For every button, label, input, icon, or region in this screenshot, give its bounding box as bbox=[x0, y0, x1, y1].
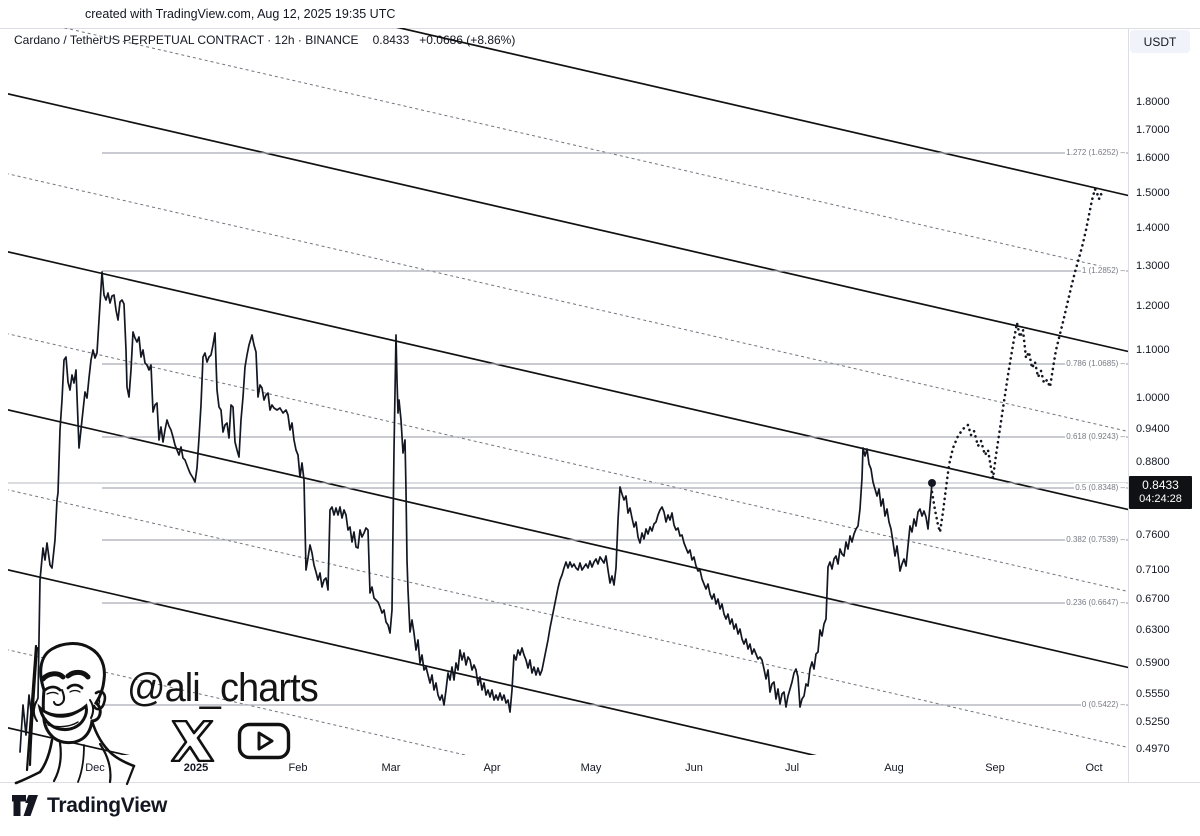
time-scale-label: Jun bbox=[685, 762, 703, 774]
price-scale-label: 0.6300 bbox=[1136, 624, 1170, 636]
price-scale-label: 1.7000 bbox=[1136, 124, 1170, 136]
fib-level-label: 1 (1.2852) – bbox=[1080, 266, 1126, 275]
price-scale-label: 1.2000 bbox=[1136, 300, 1170, 312]
price-scale-label: 0.4970 bbox=[1136, 743, 1170, 755]
time-scale-label: Mar bbox=[381, 762, 401, 774]
channel-line-solid bbox=[396, 28, 1128, 197]
fib-level-label: 0.5 (0.8348) – bbox=[1074, 483, 1126, 492]
channel-line-solid bbox=[8, 250, 1128, 511]
fib-level-label: 1.272 (1.6252) – bbox=[1065, 148, 1126, 157]
youtube-logo-icon bbox=[237, 722, 291, 760]
chart-top-border bbox=[0, 28, 1200, 29]
currency-toggle-button[interactable]: USDT bbox=[1130, 30, 1190, 53]
last-price-badge: 0.8433 04:24:28 bbox=[1129, 476, 1192, 509]
price-scale-label: 0.5900 bbox=[1136, 657, 1170, 669]
price-axis-separator bbox=[1128, 28, 1129, 782]
legend-last-price: 0.8433 bbox=[372, 33, 410, 47]
price-scale-label: 0.9400 bbox=[1136, 423, 1170, 435]
time-scale-label: Jul bbox=[784, 762, 800, 774]
price-scale-label: 0.8800 bbox=[1136, 456, 1170, 468]
price-scale-label: 0.5250 bbox=[1136, 716, 1170, 728]
fib-level-label: 0.786 (1.0685) – bbox=[1065, 359, 1126, 368]
price-scale-label: 1.1000 bbox=[1136, 344, 1170, 356]
channel-line-dashed bbox=[8, 333, 1128, 592]
watermark-handle: @ali_charts bbox=[127, 666, 319, 710]
time-scale-label: Oct bbox=[1085, 762, 1103, 774]
channel-line-dashed bbox=[8, 649, 468, 755]
channel-line-solid bbox=[8, 408, 1128, 669]
time-scale-label: May bbox=[580, 762, 602, 774]
time-scale-label: Feb bbox=[288, 762, 308, 774]
channel-line-dashed bbox=[8, 489, 1128, 748]
price-scale-label: 0.6700 bbox=[1136, 593, 1170, 605]
projection-dotted-line bbox=[930, 187, 1105, 534]
fib-level-label: 0.382 (0.7539) – bbox=[1065, 535, 1126, 544]
price-scale-label: 0.5550 bbox=[1136, 688, 1170, 700]
price-scale-label: 1.4000 bbox=[1136, 222, 1170, 234]
created-note: created with TradingView.com, Aug 12, 20… bbox=[85, 7, 396, 21]
chart-bottom-border bbox=[0, 782, 1200, 783]
last-price-dot bbox=[928, 479, 936, 487]
ali-face-watermark bbox=[14, 642, 136, 786]
price-scale-label: 1.6000 bbox=[1136, 152, 1170, 164]
x-logo-icon bbox=[170, 720, 215, 762]
tradingview-logo-icon bbox=[12, 795, 38, 816]
price-scale-label: 1.8000 bbox=[1136, 96, 1170, 108]
price-scale-label: 0.7100 bbox=[1136, 564, 1170, 576]
price-scale-label: 1.5000 bbox=[1136, 187, 1170, 199]
footer-brand: TradingView bbox=[12, 793, 167, 818]
channel-line-solid bbox=[8, 92, 1128, 353]
time-scale-label: Sep bbox=[985, 762, 1005, 774]
time-scale-label: Dec bbox=[85, 762, 105, 774]
fib-level-label: 0.236 (0.6647) – bbox=[1065, 598, 1126, 607]
fib-level-label: 0.618 (0.9243) – bbox=[1065, 432, 1126, 441]
price-scale-label: 1.0000 bbox=[1136, 392, 1170, 404]
price-scale-label: 0.7600 bbox=[1136, 529, 1170, 541]
badge-countdown: 04:24:28 bbox=[1139, 493, 1182, 506]
channel-line-dashed bbox=[8, 173, 1128, 432]
time-scale-label: Apr bbox=[483, 762, 501, 774]
fib-level-label: 0 (0.5422) – bbox=[1080, 700, 1126, 709]
badge-price: 0.8433 bbox=[1142, 478, 1179, 493]
channel-line-solid bbox=[8, 568, 817, 755]
channel-line-dashed bbox=[62, 28, 1128, 273]
time-scale-label: Aug bbox=[884, 762, 904, 774]
time-scale-label: 2025 bbox=[183, 762, 209, 774]
price-series-line bbox=[19, 271, 933, 753]
price-scale-label: 1.3000 bbox=[1136, 260, 1170, 272]
legend-change: +0.0686 (+8.86%) bbox=[419, 33, 516, 47]
